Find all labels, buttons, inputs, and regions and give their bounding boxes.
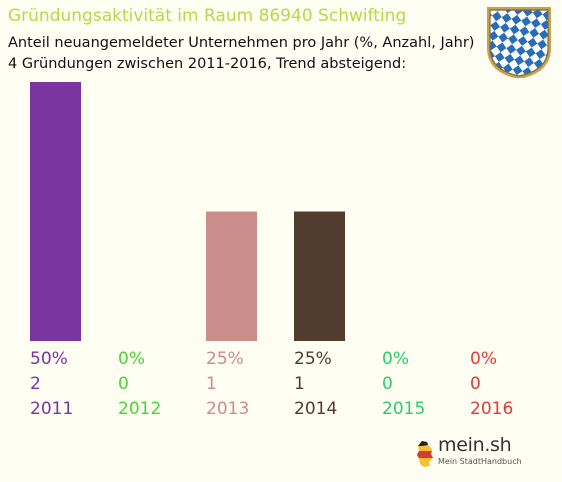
percent-label-2016: 0% xyxy=(470,349,497,369)
year-label-2011: 2011 xyxy=(30,399,73,419)
count-label-2014: 1 xyxy=(294,374,305,394)
year-label-2016: 2016 xyxy=(470,399,513,419)
year-label-2013: 2013 xyxy=(206,399,249,419)
percent-label-2012: 0% xyxy=(118,349,145,369)
percent-label-2015: 0% xyxy=(382,349,409,369)
chart-title: Gründungsaktivität im Raum 86940 Schwift… xyxy=(8,6,407,26)
logo-subtext: Mein StadtHandbuch xyxy=(438,457,522,466)
mein-sh-logo[interactable]: mein.sh Mein StadtHandbuch xyxy=(414,434,534,474)
percent-label-2011: 50% xyxy=(30,349,68,369)
bavarian-coat-of-arms-icon xyxy=(487,7,551,78)
chart-subtitle: Anteil neuangemeldeter Unternehmen pro J… xyxy=(8,35,475,51)
chart-summary: 4 Gründungen zwischen 2011-2016, Trend a… xyxy=(8,56,407,72)
count-label-2016: 0 xyxy=(470,374,481,394)
bar-2014 xyxy=(294,211,345,341)
year-label-2014: 2014 xyxy=(294,399,337,419)
count-label-2013: 1 xyxy=(206,374,217,394)
count-label-2015: 0 xyxy=(382,374,393,394)
year-label-2015: 2015 xyxy=(382,399,425,419)
count-label-2011: 2 xyxy=(30,374,41,394)
bar-2013 xyxy=(206,211,257,341)
percent-label-2013: 25% xyxy=(206,349,244,369)
percent-label-2014: 25% xyxy=(294,349,332,369)
bar-2011 xyxy=(30,82,81,341)
count-label-2012: 0 xyxy=(118,374,129,394)
logo-text: mein.sh xyxy=(438,434,512,456)
year-label-2012: 2012 xyxy=(118,399,161,419)
germany-map-pin-icon xyxy=(417,441,433,467)
